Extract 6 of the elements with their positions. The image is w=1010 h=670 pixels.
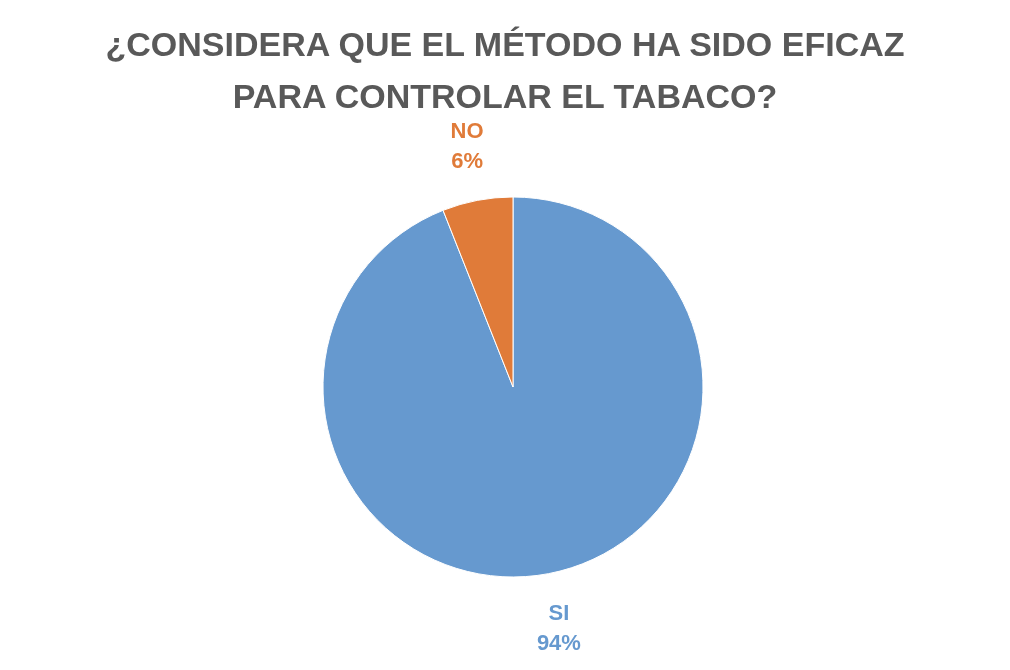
chart-title: ¿CONSIDERA QUE EL MÉTODO HA SIDO EFICAZ PARA CONTROLAR EL TABACO?	[105, 25, 905, 115]
pie-slice	[322, 196, 704, 578]
slice-label: SI	[548, 599, 570, 625]
data-label: 6%	[451, 148, 483, 174]
slice-label: NO	[450, 118, 484, 144]
data-label: 94%	[536, 629, 581, 655]
